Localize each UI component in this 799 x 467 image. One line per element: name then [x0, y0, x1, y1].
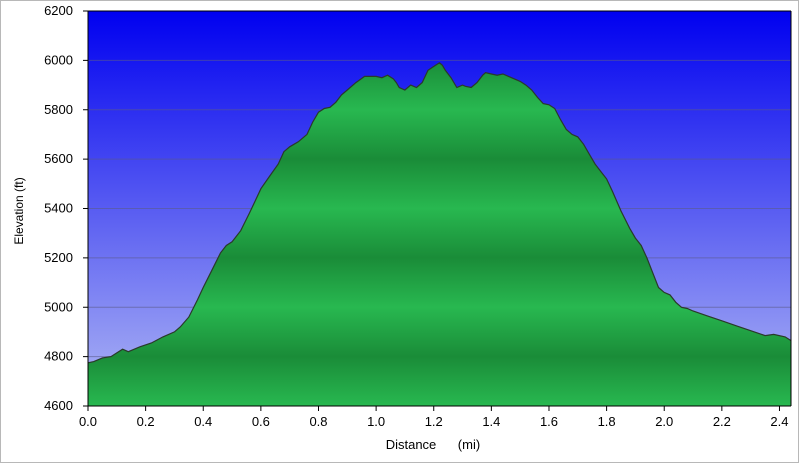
y-axis-label: Elevation (ft) — [12, 177, 26, 244]
x-tick-label: 0.4 — [194, 414, 212, 429]
y-tick-label: 5800 — [44, 102, 73, 117]
y-tick-label: 5400 — [44, 201, 73, 216]
elevation-area — [88, 62, 791, 407]
y-tick-label: 6000 — [44, 52, 73, 67]
x-tick-label: 1.8 — [598, 414, 616, 429]
y-tick-label: 4600 — [44, 398, 73, 413]
x-tick-label: 2.2 — [713, 414, 731, 429]
y-tick-label: 5600 — [44, 151, 73, 166]
x-axis-unit: (mi) — [458, 437, 480, 452]
x-tick-label: 1.4 — [482, 414, 500, 429]
x-tick-label: 0.6 — [252, 414, 270, 429]
x-tick-label: 2.4 — [770, 414, 788, 429]
x-tick-label: 1.0 — [367, 414, 385, 429]
x-tick-label: 0.2 — [137, 414, 155, 429]
elevation-line — [87, 62, 792, 364]
axes — [83, 10, 792, 411]
x-tick-label: 1.6 — [540, 414, 558, 429]
x-tick-label: 1.2 — [425, 414, 443, 429]
tick-labels: 4600 4800 5000 5200 5400 5600 5800 6000 6200 0.0 0… — [44, 3, 788, 429]
y-tick-label: 6200 — [44, 3, 73, 18]
x-axis-label: Distance — [386, 437, 437, 452]
x-tick-label: 0.8 — [309, 414, 327, 429]
y-tick-label: 5200 — [44, 250, 73, 265]
y-tick-label: 5000 — [44, 299, 73, 314]
x-tick-label: 2.0 — [655, 414, 673, 429]
x-tick-label: 0.0 — [79, 414, 97, 429]
y-tick-label: 4800 — [44, 349, 73, 364]
